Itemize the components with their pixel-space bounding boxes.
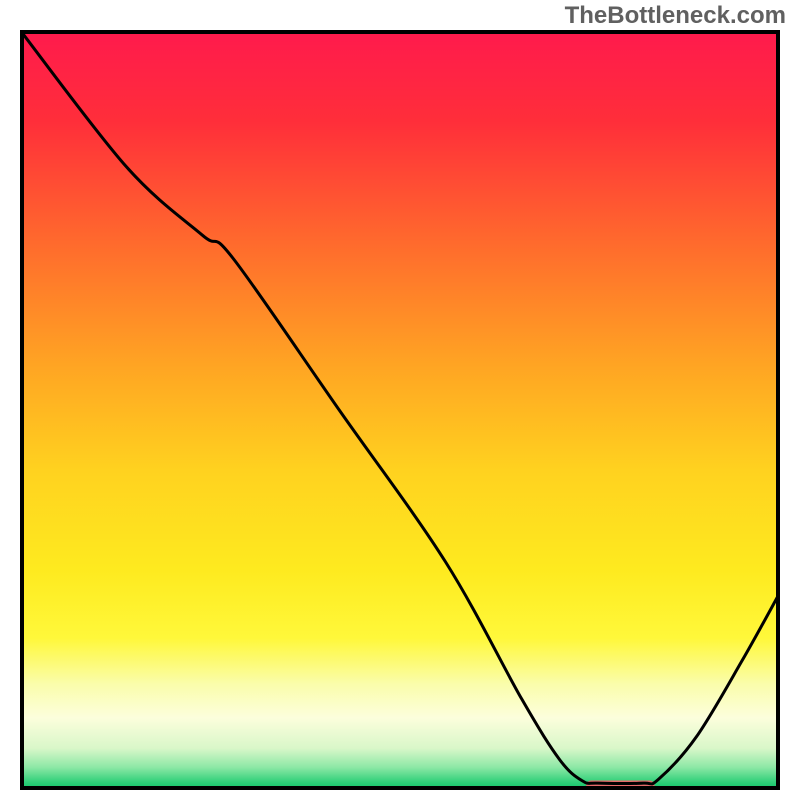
bottleneck-chart bbox=[20, 30, 780, 790]
chart-svg bbox=[20, 30, 780, 790]
chart-background bbox=[20, 30, 780, 790]
watermark-text: TheBottleneck.com bbox=[565, 2, 786, 30]
